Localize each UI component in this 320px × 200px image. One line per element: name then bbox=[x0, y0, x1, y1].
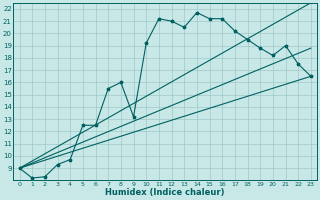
X-axis label: Humidex (Indice chaleur): Humidex (Indice chaleur) bbox=[106, 188, 225, 197]
